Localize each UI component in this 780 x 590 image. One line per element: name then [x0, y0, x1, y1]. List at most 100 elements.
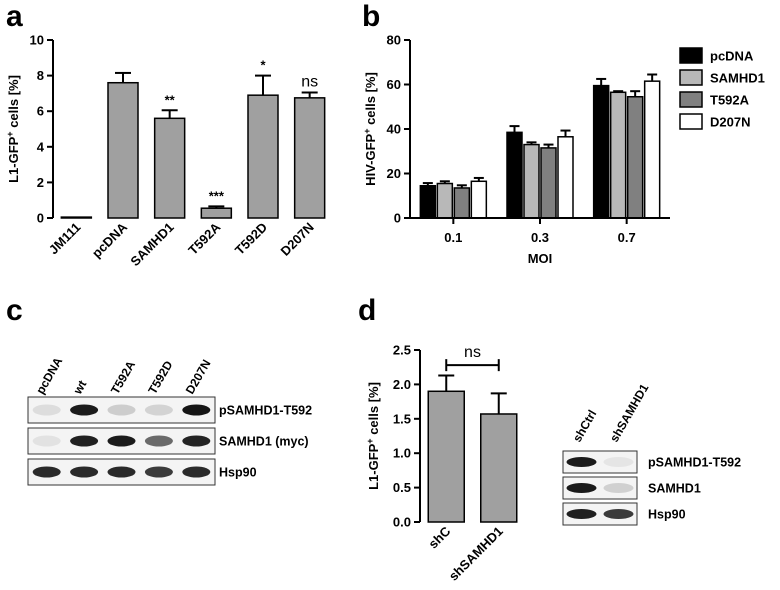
d-y-tick-label: 0.5	[393, 480, 411, 495]
c-row-label: Hsp90	[219, 466, 257, 480]
significance-label-a: **	[165, 92, 176, 107]
d-row-label: SAMHD1	[648, 482, 701, 496]
significance-label-a: *	[260, 58, 266, 73]
bar-b	[419, 184, 437, 219]
d-blot-box	[562, 476, 638, 500]
c-band	[70, 404, 99, 416]
c-band	[144, 466, 173, 478]
legend-swatch-b	[679, 113, 703, 130]
a-y-tick-label: 8	[37, 68, 44, 83]
d-y-tick-label: 0.0	[393, 515, 411, 530]
c-band	[32, 435, 61, 447]
bar-d	[427, 390, 465, 523]
d-blot-box	[562, 502, 638, 526]
d-lane-label: shSAMHD1	[607, 381, 652, 444]
d-y-tick-label: 1.0	[393, 446, 411, 461]
a-y-tick-label: 6	[37, 104, 44, 119]
d-y-tick-label: 2.0	[393, 377, 411, 392]
bar-a	[293, 97, 326, 219]
x-tick-label-a: D207N	[278, 220, 317, 259]
d-row-label: pSAMHD1-T592	[648, 456, 741, 470]
b-y-tick-label: 20	[387, 166, 401, 181]
bar-a	[247, 94, 279, 219]
c-band	[107, 466, 136, 478]
x-tick-label-b: 0.7	[618, 230, 636, 245]
d-band	[603, 483, 634, 493]
d-band	[603, 457, 634, 467]
bar-a	[153, 117, 186, 219]
c-band	[144, 435, 173, 447]
a-y-tick-label: 4	[37, 139, 45, 154]
x-tick-label-b: 0.1	[444, 230, 462, 245]
bar-b	[453, 187, 471, 219]
bar-b	[506, 131, 523, 219]
bar-a	[200, 207, 233, 219]
bar-b	[609, 91, 627, 219]
x-axis-label-b: MOI	[528, 251, 553, 266]
c-band	[70, 435, 99, 447]
bar-a	[60, 216, 93, 219]
western-blot-d: shCtrl shSAMHD1 pSAMHD1-T592 SAMHD1 Hsp90	[562, 381, 741, 526]
x-tick-label-b: 0.3	[531, 230, 549, 245]
b-y-tick-label: 60	[387, 77, 401, 92]
legend-label-b: D207N	[710, 115, 750, 130]
d-y-tick-label: 1.5	[393, 411, 411, 426]
bar-b	[557, 136, 574, 219]
d-y-tick-label: 2.5	[393, 343, 411, 358]
c-band	[182, 404, 211, 416]
c-band	[182, 435, 211, 447]
b-y-tick-label: 40	[387, 122, 401, 137]
c-band	[32, 466, 61, 478]
x-tick-label-a: T592A	[185, 219, 224, 258]
d-row-label: Hsp90	[648, 508, 686, 522]
legend-swatch-b	[679, 47, 703, 64]
d-band	[603, 509, 634, 519]
bar-d	[480, 413, 518, 523]
c-band	[32, 404, 61, 416]
a-y-tick-label: 0	[37, 211, 44, 226]
b-y-tick-label: 0	[394, 211, 401, 226]
d-lane-label: shCtrl	[570, 407, 599, 444]
c-band	[182, 466, 211, 478]
x-tick-label-a: pcDNA	[89, 219, 131, 261]
c-band	[107, 404, 136, 416]
bar-b	[626, 95, 644, 219]
c-lane-label: wt	[70, 378, 89, 397]
bar-b	[436, 182, 454, 219]
bar-b	[540, 147, 557, 219]
bar-b	[643, 80, 661, 219]
a-y-tick-label: 2	[37, 175, 44, 190]
panel-label-a: a	[6, 0, 23, 33]
legend-label-b: T592A	[710, 93, 750, 108]
significance-label-a: ns	[301, 74, 318, 91]
d-band	[566, 509, 597, 519]
bar-b	[592, 84, 610, 219]
c-band	[70, 466, 99, 478]
panel-label-d: d	[358, 294, 376, 327]
legend-label-b: SAMHD1	[710, 71, 765, 86]
significance-label-a: ***	[209, 188, 225, 203]
x-tick-label-a: SAMHD1	[127, 220, 176, 269]
western-blot-c: pcDNA wt T592A T592D D207N pSAMHD1-T592 SAMHD1…	[27, 355, 312, 486]
d-band	[566, 483, 597, 493]
c-row-label: SAMHD1 (myc)	[219, 435, 309, 449]
c-lane-label: D207N	[183, 357, 214, 396]
bar-a	[107, 81, 139, 219]
c-lane-label: T592D	[145, 358, 175, 396]
c-lane-label: T592A	[108, 358, 138, 396]
bar-b	[470, 180, 488, 219]
d-band	[566, 457, 597, 467]
y-axis-label-a: L1-GFP+ cells [%]	[5, 75, 21, 183]
legend-label-b: pcDNA	[710, 49, 754, 64]
significance-label-d: ns	[464, 344, 481, 361]
c-band	[107, 435, 136, 447]
x-tick-label-d: shSAMHD1	[446, 524, 506, 584]
x-tick-label-d: shC	[425, 523, 453, 551]
y-axis-label-b: HIV-GFP+ cells [%]	[362, 72, 378, 186]
c-lane-label: pcDNA	[33, 355, 65, 397]
c-row-label: pSAMHD1-T592	[219, 404, 312, 418]
d-blot-box	[562, 450, 638, 474]
panel-label-c: c	[6, 294, 23, 327]
bar-b	[523, 143, 540, 219]
